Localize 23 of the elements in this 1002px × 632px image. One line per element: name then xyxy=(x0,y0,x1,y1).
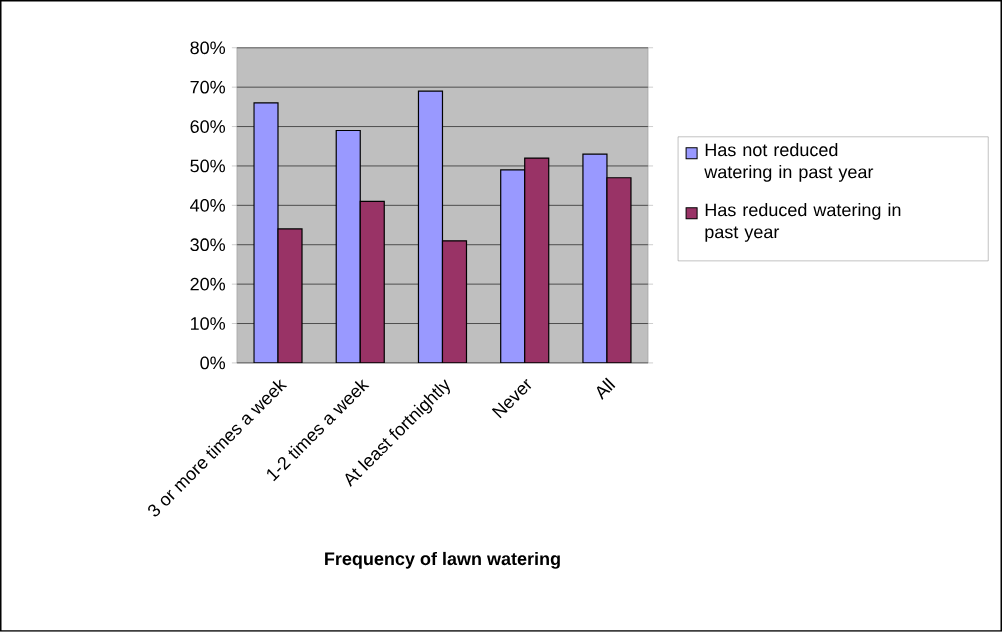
bar xyxy=(277,228,303,364)
bar xyxy=(359,200,385,364)
x-tick-label: All xyxy=(596,377,616,401)
y-tick-label: 40% xyxy=(190,199,226,212)
legend-label: Has not reduced watering in past year xyxy=(704,143,874,182)
bar xyxy=(500,169,526,364)
bar xyxy=(335,129,361,364)
y-tick-label: 60% xyxy=(190,120,226,134)
bar xyxy=(441,240,468,364)
y-tick-label: 70% xyxy=(190,80,226,94)
y-tick-label: 50% xyxy=(190,159,226,173)
y-tick-label: 10% xyxy=(191,317,226,330)
y-tick-label: 20% xyxy=(190,277,226,291)
bar xyxy=(417,90,444,364)
bar xyxy=(524,157,550,364)
y-tick-label: 80% xyxy=(190,41,226,55)
bar xyxy=(606,177,632,364)
y-tick-label: 30% xyxy=(190,238,226,252)
bar xyxy=(253,102,279,364)
legend-label: Has reduced watering in past year xyxy=(705,203,901,242)
x-axis-title: Frequency of lawn watering xyxy=(325,551,560,569)
bar xyxy=(582,153,608,364)
y-tick-label: 0% xyxy=(200,356,226,370)
